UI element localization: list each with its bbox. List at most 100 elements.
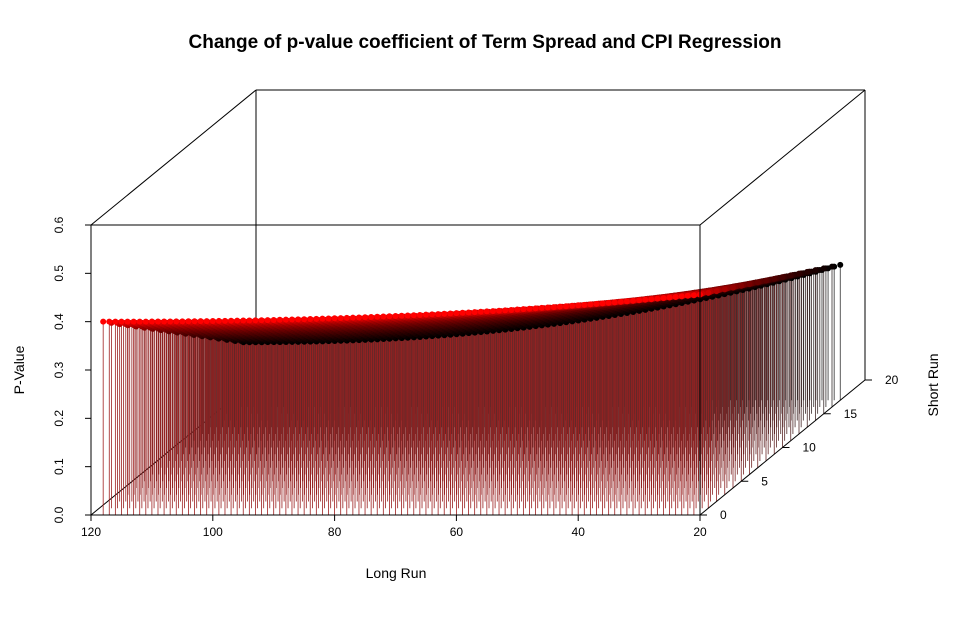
data-point: [282, 316, 289, 323]
x-tick-label: 60: [450, 525, 464, 539]
data-point: [605, 299, 612, 306]
data-point: [508, 306, 515, 313]
y-tick-label: 15: [844, 407, 858, 421]
data-point: [447, 310, 454, 317]
data-point: [252, 317, 259, 324]
data-point: [179, 318, 186, 325]
x-tick-label: 100: [203, 525, 223, 539]
data-point: [804, 268, 811, 275]
x-axis-label: Long Run: [366, 565, 427, 581]
data-point: [228, 317, 235, 324]
data-point: [167, 318, 174, 325]
data-point: [313, 315, 320, 322]
data-point: [307, 316, 314, 323]
data-point: [404, 312, 411, 319]
data-point: [599, 300, 606, 307]
data-point: [660, 295, 667, 302]
data-point: [526, 305, 533, 312]
data-point: [459, 309, 466, 316]
x-tick-label: 80: [328, 525, 342, 539]
data-point: [386, 313, 393, 320]
data-point: [453, 310, 460, 317]
data-point: [654, 295, 661, 302]
data-point: [713, 288, 720, 295]
x-tick-label: 40: [572, 525, 586, 539]
data-point: [295, 316, 302, 323]
data-point: [666, 294, 673, 301]
y-tick-label: 10: [803, 441, 817, 455]
y-axis-label: Short Run: [925, 353, 941, 416]
drop-lines: [102, 264, 841, 515]
data-point: [532, 305, 539, 312]
data-point: [779, 274, 786, 281]
data-point: [112, 318, 119, 325]
z-tick-label: 0.0: [52, 506, 66, 523]
data-point: [672, 293, 679, 300]
y-tick-label: 0: [720, 508, 727, 522]
data-point: [215, 317, 222, 324]
data-point: [812, 267, 819, 274]
data-point: [240, 317, 247, 324]
data-point: [331, 315, 338, 322]
data-point: [173, 318, 180, 325]
data-point: [221, 317, 228, 324]
data-point: [380, 313, 387, 320]
data-point: [246, 317, 253, 324]
data-point: [678, 293, 685, 300]
z-tick-label: 0.4: [52, 313, 66, 330]
data-point: [130, 318, 137, 325]
data-point: [197, 318, 204, 325]
data-point: [136, 318, 143, 325]
data-point: [829, 263, 835, 270]
data-point: [623, 298, 630, 305]
data-point: [550, 304, 557, 311]
data-point: [429, 311, 436, 318]
data-point: [684, 292, 691, 299]
data-point: [563, 303, 570, 310]
z-tick-label: 0.2: [52, 410, 66, 427]
data-point: [648, 296, 655, 303]
data-point: [690, 292, 697, 299]
data-point: [837, 261, 844, 268]
data-point: [556, 303, 563, 310]
data-point: [796, 270, 802, 277]
data-point: [148, 318, 155, 325]
data-point: [276, 316, 283, 323]
data-point: [730, 284, 736, 291]
data-point: [471, 309, 478, 316]
data-point: [118, 318, 125, 325]
z-tick-label: 0.6: [52, 216, 66, 233]
data-point: [301, 316, 308, 323]
data-point: [820, 265, 827, 272]
data-point: [142, 318, 149, 325]
data-point: [544, 304, 551, 311]
data-point: [483, 308, 490, 315]
z-tick-label: 0.3: [52, 361, 66, 378]
data-point: [264, 317, 271, 324]
x-axis: 120 100 80 60 40 20: [81, 515, 707, 539]
data-point: [636, 297, 643, 304]
x-tick-label: 120: [81, 525, 101, 539]
data-point: [575, 302, 582, 309]
data-point: [754, 279, 761, 286]
y-tick-label: 5: [761, 474, 768, 488]
z-axis: 0.0 0.1 0.2 0.3 0.4 0.5 0.6: [52, 216, 91, 523]
data-point: [124, 318, 131, 325]
data-point: [569, 302, 576, 309]
data-point: [465, 309, 472, 316]
data-point: [191, 318, 198, 325]
data-point: [325, 315, 332, 322]
data-point: [337, 315, 344, 322]
z-axis-label: P-Value: [11, 345, 27, 394]
data-point: [721, 286, 728, 293]
data-point: [398, 312, 405, 319]
data-point: [343, 314, 350, 321]
data-point: [738, 282, 745, 289]
box-edge-top-right-depth: [699, 89, 866, 226]
data-point: [502, 307, 509, 314]
z-tick-label: 0.5: [52, 265, 66, 282]
data-point: [514, 306, 521, 313]
data-point: [106, 318, 113, 325]
data-point: [422, 311, 429, 318]
data-point: [441, 310, 448, 317]
